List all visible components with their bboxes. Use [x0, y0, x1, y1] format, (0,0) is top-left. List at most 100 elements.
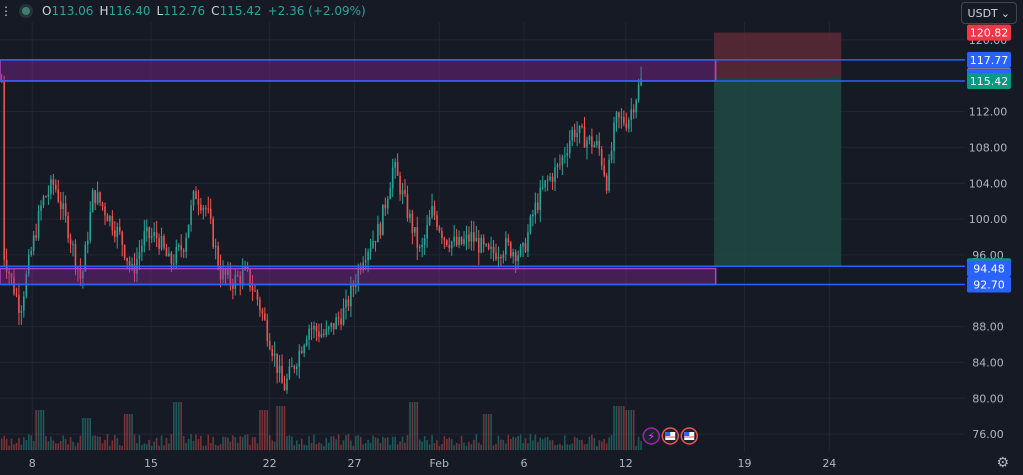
- candle-body: [227, 269, 229, 275]
- volume-bar: [96, 436, 99, 450]
- volume-bar: [327, 442, 330, 450]
- candle-body: [185, 237, 187, 252]
- volume-bar: [104, 439, 106, 450]
- candle-body: [573, 129, 576, 138]
- candle-body: [219, 266, 222, 280]
- volume-bar: [293, 445, 296, 450]
- volume-bar: [480, 444, 483, 450]
- candle-body: [79, 269, 82, 279]
- volume-bar: [637, 436, 640, 450]
- candle-body: [357, 267, 360, 284]
- candle-body: [389, 188, 392, 200]
- price-label-badge: [967, 72, 1011, 89]
- volume-bar: [460, 435, 463, 450]
- volume-bar: [596, 445, 598, 450]
- volume-bar: [495, 443, 497, 450]
- candle-body: [229, 269, 232, 284]
- candle-body: [281, 365, 283, 384]
- volume-bar: [320, 443, 323, 450]
- volume-bar: [318, 442, 320, 450]
- support-zone: [0, 267, 717, 286]
- volume-bar: [30, 435, 33, 450]
- volume-bar: [133, 434, 136, 450]
- volume-bar: [197, 439, 200, 450]
- candle-body: [618, 112, 620, 118]
- y-tick-label: 100.00: [969, 213, 1008, 226]
- candle-body: [598, 140, 601, 150]
- volume-bar: [544, 437, 546, 450]
- candle-body: [473, 232, 475, 242]
- candle-body: [264, 313, 266, 320]
- volume-bar: [571, 443, 574, 450]
- currency-selector[interactable]: USDT ⌄: [960, 2, 1017, 24]
- candle-body: [406, 194, 409, 218]
- volume-bar: [236, 442, 239, 450]
- candle-body: [377, 223, 379, 243]
- volume-bar: [357, 435, 360, 450]
- volume-bar: [404, 442, 406, 450]
- volume-bar: [106, 434, 109, 450]
- candle-body: [583, 126, 586, 148]
- volume-bar: [532, 440, 534, 450]
- volume-bar: [409, 402, 411, 450]
- close-label: C: [211, 4, 220, 18]
- candle-body: [379, 223, 382, 236]
- close-value: 115.42: [219, 4, 262, 18]
- candle-body: [340, 318, 342, 325]
- candle-body: [175, 246, 178, 264]
- candle-body: [610, 151, 613, 160]
- candle-body: [170, 253, 173, 264]
- x-tick-label: 15: [144, 457, 158, 470]
- candle-body: [399, 175, 401, 195]
- candle-body: [197, 199, 200, 205]
- candle-body: [18, 295, 20, 313]
- volume-bar: [394, 436, 396, 450]
- volume-bar: [180, 402, 183, 450]
- volume-bar: [355, 435, 357, 450]
- volume-bar: [209, 443, 212, 450]
- volume-bar: [264, 410, 266, 450]
- candle-body: [470, 232, 473, 242]
- candle-body: [549, 176, 551, 180]
- candle-body: [121, 231, 123, 246]
- candle-body: [273, 353, 276, 356]
- volume-bar: [281, 406, 283, 450]
- change-value: +2.36 (+2.09%): [267, 4, 366, 18]
- volume-bar: [305, 445, 308, 450]
- volume-bar: [463, 442, 465, 450]
- volume-bar: [37, 410, 40, 450]
- volume-bar: [564, 435, 566, 450]
- candle-body: [396, 162, 399, 176]
- volume-bar: [222, 436, 224, 450]
- volume-bar: [224, 436, 227, 450]
- candle-body: [576, 133, 578, 138]
- volume-bar: [573, 436, 576, 450]
- candle-body: [438, 227, 441, 231]
- volume-bar: [556, 444, 559, 450]
- candle-body: [109, 216, 111, 222]
- candle-body: [13, 277, 15, 294]
- volume-bar: [77, 442, 79, 450]
- candle-body: [96, 192, 99, 204]
- candle-body: [288, 366, 291, 379]
- volume-bar: [448, 437, 451, 450]
- candle-body: [401, 190, 404, 195]
- volume-bar: [627, 410, 630, 450]
- volume-bar: [613, 406, 615, 450]
- candle-body: [62, 203, 64, 210]
- candle-body: [141, 245, 143, 253]
- volume-bar: [271, 440, 274, 450]
- volume-bar: [298, 444, 301, 450]
- volume-bar: [150, 445, 153, 450]
- volume-bar: [205, 445, 207, 450]
- volume-bar: [303, 444, 305, 450]
- volume-bar: [377, 438, 379, 450]
- volume-bar: [632, 410, 635, 450]
- candle-body: [519, 246, 522, 256]
- candle-body: [384, 204, 387, 209]
- more-icon[interactable]: ⋮: [0, 4, 12, 18]
- volume-bar: [84, 418, 87, 450]
- gear-icon[interactable]: ⚙: [996, 455, 1009, 471]
- candle-body: [64, 203, 67, 216]
